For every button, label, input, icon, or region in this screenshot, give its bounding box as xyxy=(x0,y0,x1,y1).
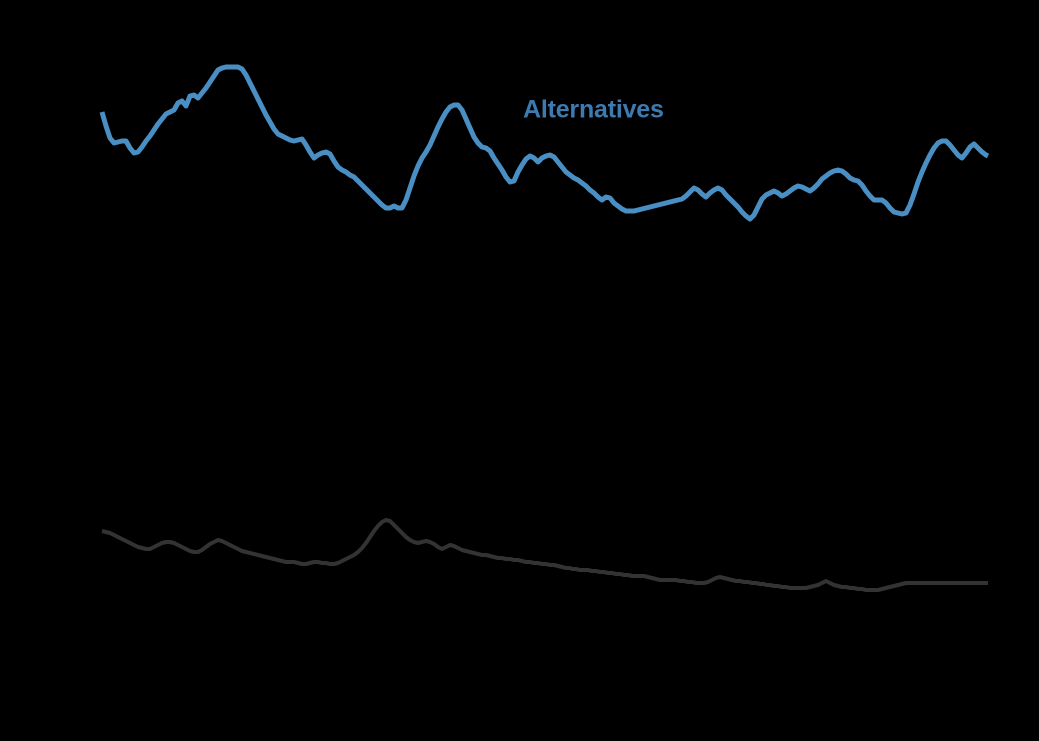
annotation-group: Alternatives xyxy=(523,96,664,124)
series-line-traditional xyxy=(101,518,988,592)
series-group xyxy=(99,64,990,592)
series-line-alternatives xyxy=(99,64,990,222)
series-label-alternatives: Alternatives xyxy=(523,96,664,124)
